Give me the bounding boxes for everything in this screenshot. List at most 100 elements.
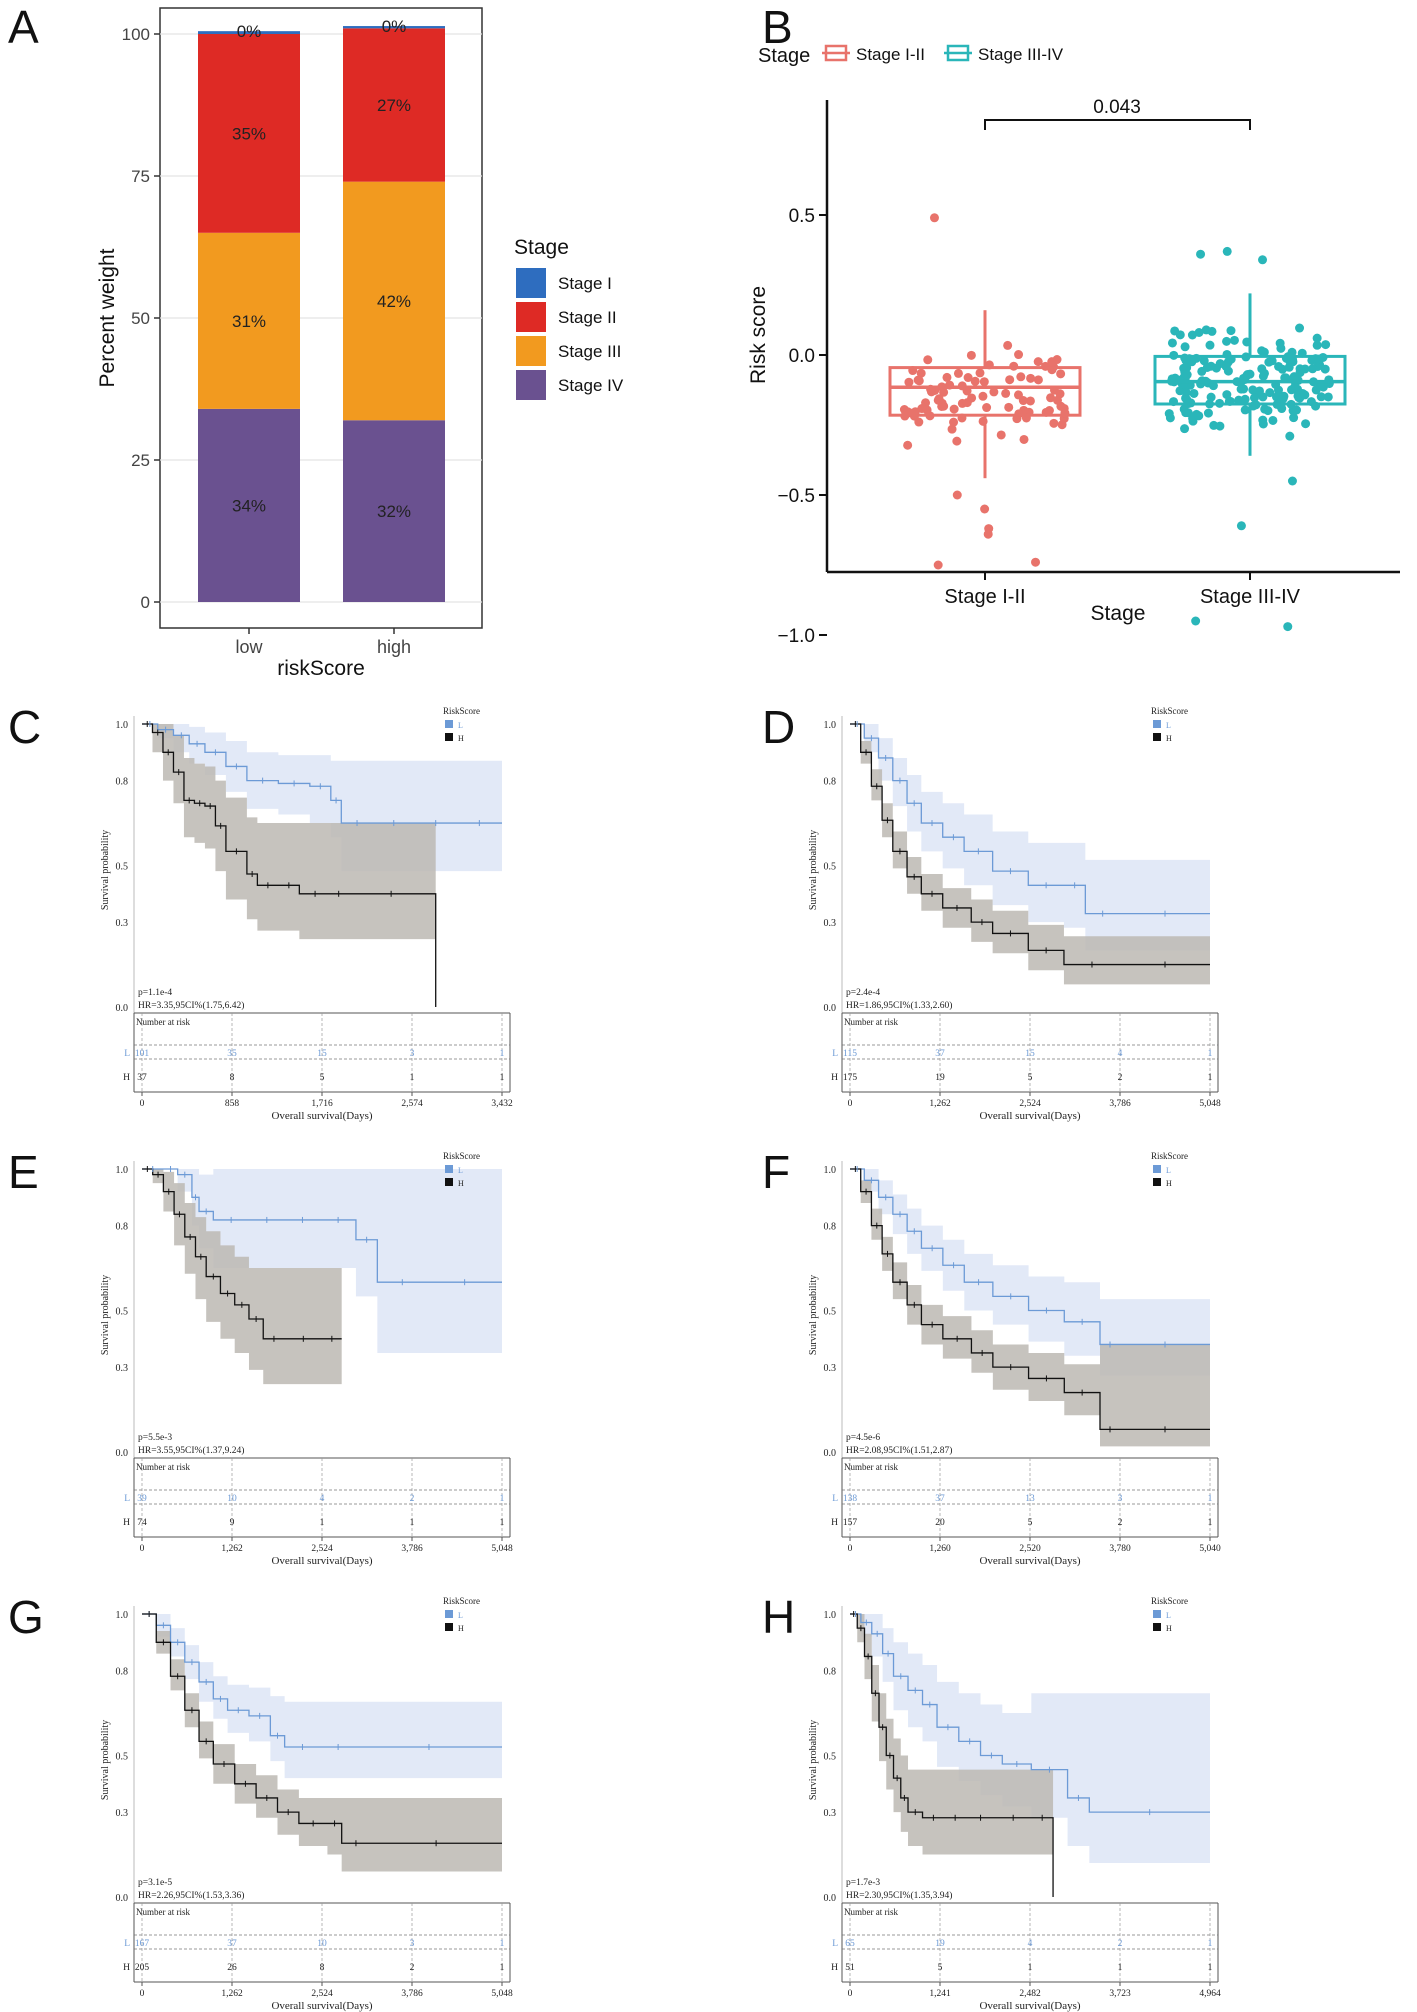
risk-group-high: H [123,1518,130,1528]
jitter-point-stage-i-ii [1046,393,1056,403]
ytick-label-50: 50 [131,309,150,328]
xtick-label-0: 0 [140,1099,145,1109]
box-stage-i-ii [888,366,1082,417]
bar-label-low-stage-iv: 34% [232,496,266,515]
legend-label-stage-iii-iv: Stage III-IV [978,45,1064,64]
jitter-point-stage-i-ii [1052,395,1062,405]
legend-swatch-low [445,720,453,728]
jitter-point-stage-iii-iv [1277,364,1287,374]
jitter-point-stage-i-ii [1057,420,1067,430]
risk-count-high-0: 175 [843,1073,858,1083]
risk-count-high-3: 2 [410,1963,415,1973]
risk-count-low-1: 37 [935,1049,945,1059]
km-plot-f: 0.0 0.3 0.5 0.8 1.0 Survival probability RiskS… [808,1151,1221,1567]
jitter-point-stage-i-ii [1047,357,1057,367]
risk-count-low-3: 4 [1118,1049,1123,1059]
ytick-label-0: 0.0 [116,1893,129,1904]
xtick-label-0: 0 [848,1989,853,1999]
jitter-point-stage-iii-iv [1236,384,1246,394]
xtick-label-2: 2,520 [1019,1544,1041,1554]
p-value-label: p=2.4e-4 [846,988,880,998]
risk-count-high-0: 157 [843,1518,858,1528]
risk-table-title: Number at risk [136,1907,190,1917]
outlier-point-stage-iii-iv [1191,616,1201,626]
bar-low-stage-iv [198,408,300,602]
ci-band-low [850,1614,1210,1864]
jitter-point-stage-iii-iv [1320,364,1330,374]
jitter-point-stage-i-ii [1016,372,1026,382]
risk-count-high-2: 1 [1028,1963,1033,1973]
ytick-label-2: 0.5 [116,862,129,873]
xtick-label-1: 1,260 [929,1544,951,1554]
risk-count-high-4: 1 [1208,1518,1213,1528]
risk-count-high-2: 5 [1028,1073,1033,1083]
jitter-point-stage-i-ii [1003,340,1013,350]
risk-count-high-2: 5 [320,1073,325,1083]
ytick-label-4: 1.0 [824,1610,837,1621]
risk-group-low: L [124,1939,130,1949]
risk-count-low-0: 101 [135,1049,150,1059]
jitter-point-stage-iii-iv [1279,391,1289,401]
jitter-point-stage-i-ii [970,376,980,386]
risk-count-low-1: 35 [227,1049,237,1059]
legend-swatch-low [1153,1610,1161,1618]
jitter-point-stage-i-ii [1025,396,1035,406]
bar-high-stage-ii [343,28,445,182]
risk-count-high-2: 1 [320,1518,325,1528]
jitter-point-stage-iii-iv [1312,333,1322,343]
outlier-point-stage-iii-iv [1236,521,1246,531]
risk-count-low-4: 1 [500,1049,505,1059]
legend-label-low: L [458,721,463,730]
jitter-point-stage-iii-iv [1240,405,1250,415]
jitter-point-stage-iii-iv [1264,357,1274,367]
jitter-point-stage-iii-iv [1268,415,1278,425]
ci-band-high [142,724,436,940]
legend-label-high: H [458,734,464,743]
risk-table-title: Number at risk [136,1017,190,1027]
y-axis-title: Survival probability [100,1720,111,1800]
risk-count-low-4: 1 [1208,1494,1213,1504]
jitter-point-stage-iii-iv [1249,393,1259,403]
jitter-point-stage-iii-iv [1189,388,1199,398]
risk-count-high-0: 51 [845,1963,855,1973]
x-axis-title: Overall survival(Days) [979,1110,1080,1122]
jitter-point-stage-i-ii [1005,375,1015,385]
jitter-point-stage-iii-iv [1265,388,1275,398]
risk-table-title: Number at risk [844,1017,898,1027]
xtick-label-1: 1,262 [221,1544,243,1554]
jitter-point-stage-iii-iv [1260,404,1270,414]
legend-label-high: H [1166,1179,1172,1188]
risk-group-low: L [832,1494,838,1504]
jitter-point-stage-i-ii [1056,369,1066,379]
survival-curve-high [142,1168,342,1340]
ytick-label-1: −0.5 [777,486,815,507]
jitter-point-stage-iii-iv [1182,370,1192,380]
ci-band-low [850,724,1210,951]
jitter-point-stage-iii-iv [1276,343,1286,353]
outlier-point-stage-i-ii [1031,557,1041,567]
jitter-point-stage-i-ii [975,368,985,378]
xtick-label-4: 4,964 [1199,1989,1221,1999]
jitter-point-stage-iii-iv [1321,340,1331,350]
jitter-point-stage-iii-iv [1206,361,1216,371]
ytick-label-3: 0.8 [824,1222,837,1233]
hr-label: HR=1.86,95CI%(1.33,2.60) [846,1000,952,1011]
hr-label: HR=3.35,95CI%(1.75,6.42) [138,1000,244,1011]
risk-count-high-1: 5 [938,1963,943,1973]
legend-label-stage-i-ii: Stage I-II [856,45,925,64]
xtick-label-low: low [235,637,263,657]
outlier-point-stage-iii-iv [1222,246,1232,256]
legend-label-stage-iii: Stage III [558,342,621,361]
outlier-point-stage-iii-iv [1196,249,1206,259]
ytick-label-3: 0.8 [116,1667,129,1678]
y-axis-title: Survival probability [100,1275,111,1355]
panel-label-f: F [762,1146,791,1198]
p-value-label: p=4.5e-6 [846,1433,880,1443]
risk-group-low: L [124,1494,130,1504]
p-value-label: p=1.7e-3 [846,1878,880,1888]
legend-label-stage-i: Stage I [558,274,612,293]
ytick-label-3: 0.8 [824,777,837,788]
jitter-point-stage-iii-iv [1316,392,1326,402]
xtick-label-0: 0 [848,1099,853,1109]
risk-count-low-3: 3 [410,1939,415,1949]
